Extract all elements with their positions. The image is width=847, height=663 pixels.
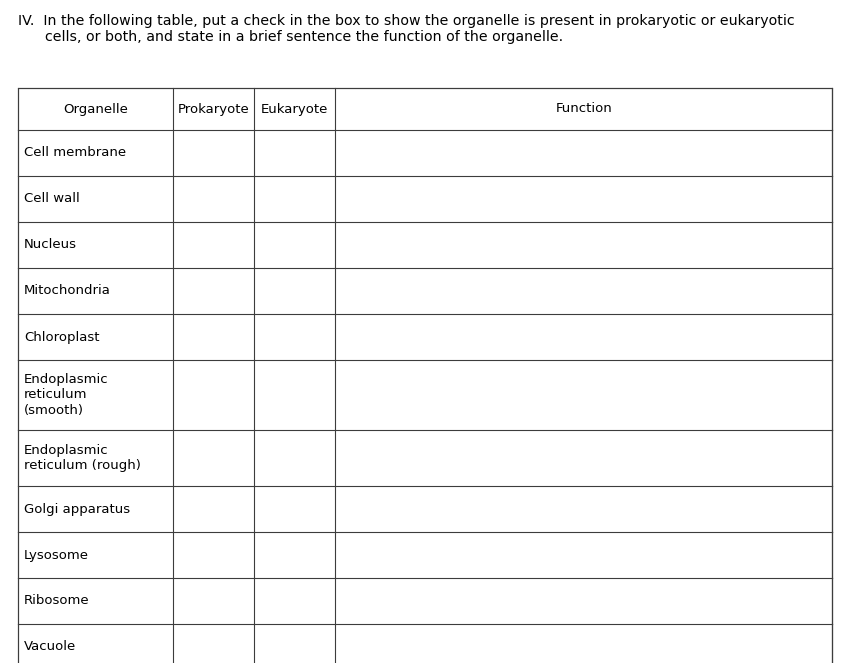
Text: Nucleus: Nucleus bbox=[24, 239, 77, 251]
Text: Prokaryote: Prokaryote bbox=[178, 103, 249, 115]
Text: Ribosome: Ribosome bbox=[24, 595, 90, 607]
Text: cells, or both, and state in a brief sentence the function of the organelle.: cells, or both, and state in a brief sen… bbox=[18, 30, 563, 44]
Text: Mitochondria: Mitochondria bbox=[24, 284, 111, 298]
Text: Endoplasmic
reticulum
(smooth): Endoplasmic reticulum (smooth) bbox=[24, 373, 108, 417]
Text: Function: Function bbox=[556, 103, 612, 115]
Text: Cell membrane: Cell membrane bbox=[24, 147, 126, 160]
Text: Endoplasmic
reticulum (rough): Endoplasmic reticulum (rough) bbox=[24, 444, 141, 472]
Bar bbox=[18, 88, 832, 663]
Text: Lysosome: Lysosome bbox=[24, 548, 89, 562]
Text: Chloroplast: Chloroplast bbox=[24, 330, 99, 343]
Text: Organelle: Organelle bbox=[63, 103, 128, 115]
Text: IV.  In the following table, put a check in the box to show the organelle is pre: IV. In the following table, put a check … bbox=[18, 14, 794, 28]
Text: Vacuole: Vacuole bbox=[24, 640, 76, 654]
Text: Cell wall: Cell wall bbox=[24, 192, 80, 206]
Text: Eukaryote: Eukaryote bbox=[261, 103, 329, 115]
Text: Golgi apparatus: Golgi apparatus bbox=[24, 503, 130, 516]
